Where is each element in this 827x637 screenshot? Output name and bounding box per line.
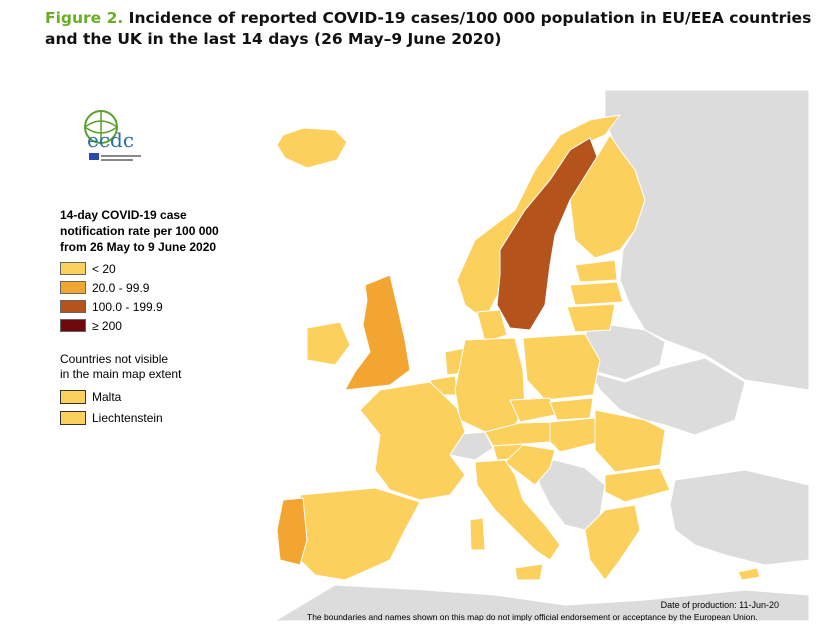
region-north-africa <box>274 584 809 621</box>
region-uk <box>344 274 411 391</box>
region-latvia <box>569 281 624 306</box>
region-ireland <box>306 321 351 366</box>
region-sicily <box>514 563 544 581</box>
region-estonia <box>574 259 618 283</box>
region-turkey <box>669 469 809 566</box>
legend-item: < 20 <box>60 259 260 278</box>
legend-item: ≥ 200 <box>60 316 260 335</box>
region-poland <box>522 333 601 401</box>
region-sweden <box>496 137 601 331</box>
region-bulgaria <box>604 467 671 503</box>
region-ukraine <box>588 357 746 436</box>
figure-label: Figure 2. <box>45 9 124 27</box>
region-france <box>359 381 466 501</box>
map-frame: ecdc 14-day COVID-19 case notification r… <box>45 90 809 621</box>
legend-swatch <box>60 300 86 313</box>
legend-label: 100.0 - 199.9 <box>92 299 163 314</box>
europe-map <box>274 90 809 621</box>
region-hungary <box>549 417 601 453</box>
region-denmark <box>476 309 508 343</box>
region-romania <box>594 409 666 473</box>
map-legend: 14-day COVID-19 case notification rate p… <box>60 207 260 428</box>
figure-caption: Figure 2. Incidence of reported COVID-19… <box>45 8 815 50</box>
region-germany <box>454 337 526 433</box>
figure-title: Incidence of reported COVID-19 cases/100… <box>45 9 812 48</box>
legend-label: < 20 <box>92 261 116 276</box>
region-slovakia <box>549 397 594 421</box>
legend-title: 14-day COVID-19 case notification rate p… <box>60 208 219 254</box>
legend-swatch <box>60 262 86 275</box>
legend-item: 20.0 - 99.9 <box>60 278 260 297</box>
region-cyprus <box>737 567 761 581</box>
svg-text:ecdc: ecdc <box>87 128 134 152</box>
legend-swatch <box>60 389 86 404</box>
not-visible-item: Liechtenstein <box>60 407 260 428</box>
region-italy <box>474 459 561 561</box>
not-visible-title: Countries not visible in the main map ex… <box>60 352 182 381</box>
region-spain <box>299 487 421 581</box>
legend-swatch <box>60 319 86 332</box>
legend-label: Malta <box>92 389 122 404</box>
map-disclaimer: The boundaries and names shown on this m… <box>307 612 758 621</box>
region-lithuania <box>566 303 616 333</box>
region-finland <box>569 134 646 259</box>
legend-label: Liechtenstein <box>92 410 163 425</box>
region-greece <box>584 504 641 581</box>
legend-swatch <box>60 281 86 294</box>
legend-item: 100.0 - 199.9 <box>60 297 260 316</box>
region-iceland <box>276 127 348 169</box>
not-visible-item: Malta <box>60 386 260 407</box>
legend-label: 20.0 - 99.9 <box>92 280 150 295</box>
legend-label: ≥ 200 <box>92 318 122 333</box>
region-portugal <box>276 497 308 566</box>
production-date: Date of production: 11-Jun-20 <box>660 600 779 610</box>
ecdc-logo: ecdc <box>77 105 157 165</box>
region-sardinia <box>469 517 486 551</box>
legend-swatch <box>60 410 86 425</box>
